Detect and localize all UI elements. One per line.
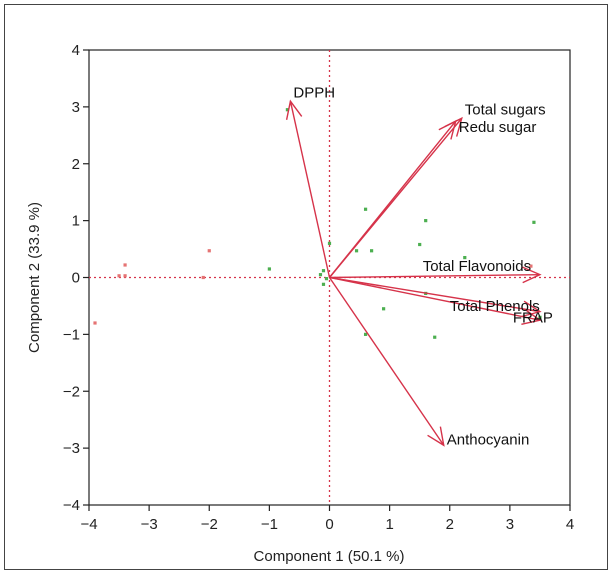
score-point	[319, 273, 322, 276]
y-tick-label: 0	[72, 270, 80, 287]
x-tick-label: 2	[446, 516, 454, 533]
x-tick-label: −4	[80, 516, 97, 533]
x-tick-label: 0	[325, 516, 333, 533]
score-point	[202, 276, 205, 279]
y-tick-label: −4	[63, 497, 80, 514]
vector-label: Redu sugar	[459, 119, 537, 136]
score-point	[325, 277, 328, 280]
x-tick-label: −2	[201, 516, 218, 533]
y-tick-label: −2	[63, 383, 80, 400]
x-axis-ticks: −4 −3 −2 −1 0 1 2 3 4	[80, 505, 574, 533]
score-point	[117, 274, 120, 277]
y-tick-label: −1	[63, 326, 80, 343]
score-point	[370, 249, 373, 252]
score-point	[322, 283, 325, 286]
y-tick-label: 2	[72, 156, 80, 173]
score-point	[208, 249, 211, 252]
score-point	[532, 221, 535, 224]
score-point	[355, 249, 358, 252]
score-point	[123, 274, 126, 277]
x-tick-label: −1	[261, 516, 278, 533]
y-tick-label: 1	[72, 213, 80, 230]
y-tick-label: 3	[72, 99, 80, 116]
score-point	[418, 243, 421, 246]
score-point	[382, 307, 385, 310]
y-tick-label: −3	[63, 440, 80, 457]
score-point	[268, 267, 271, 270]
score-point	[328, 242, 331, 245]
vector-label: Total sugars	[465, 102, 546, 119]
x-tick-label: −3	[141, 516, 158, 533]
score-point	[364, 208, 367, 211]
x-tick-label: 4	[566, 516, 574, 533]
score-point	[93, 321, 96, 324]
vector-label: Anthocyanin	[447, 432, 530, 449]
x-tick-label: 1	[385, 516, 393, 533]
score-point	[433, 336, 436, 339]
score-point	[123, 263, 126, 266]
vector-label: DPPH	[293, 85, 335, 102]
x-axis-title: Component 1 (50.1 %)	[254, 548, 405, 565]
vector-label: Total Flavonoids	[423, 258, 531, 275]
y-axis-ticks: −4 −3 −2 −1 0 1 2 3 4	[63, 42, 89, 514]
y-axis-title: Component 2 (33.9 %)	[26, 202, 43, 353]
x-tick-label: 3	[506, 516, 514, 533]
y-tick-label: 4	[72, 42, 80, 59]
vector-label: FRAP	[513, 309, 553, 326]
score-point	[424, 219, 427, 222]
score-point	[322, 269, 325, 272]
